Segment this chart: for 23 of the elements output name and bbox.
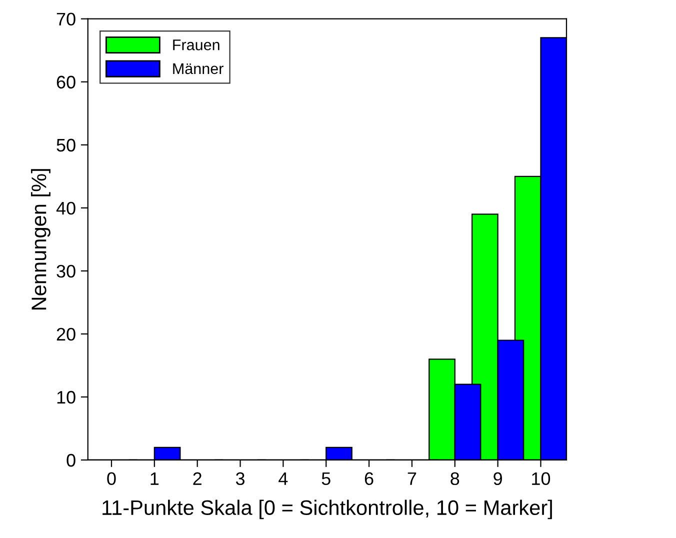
y-tick-label: 0 [66,454,76,467]
x-tick-label: 3 [236,472,244,486]
x-tick-label: 2 [193,472,202,485]
y-axis-title: Nennungen [%] [31,169,50,310]
x-tick-label: 7 [408,472,416,485]
y-tick-label: 10 [57,390,76,404]
y-tick-label: 60 [56,76,76,89]
x-tick-label: 6 [364,472,374,486]
y-tick-label: 50 [56,138,76,152]
x-tick-label: 8 [450,472,460,486]
x-tick-label: 1 [150,472,159,485]
y-tick-label: 40 [56,202,76,215]
x-tick-label: 5 [322,472,330,486]
x-tick-label: 10 [532,472,550,486]
legend-label: Männer [173,63,224,74]
legend-label: Frauen [173,40,220,50]
y-tick-label: 30 [56,264,76,278]
y-tick-label: 70 [56,12,76,26]
x-tick-label: 4 [278,472,288,485]
x-axis-title: 11-Punkte Skala [0 = Sichtkontrolle, 10 = Marker] [102,500,552,520]
x-tick-label: 9 [494,472,502,486]
x-tick-label: 0 [107,472,116,486]
y-tick-label: 20 [56,328,76,341]
